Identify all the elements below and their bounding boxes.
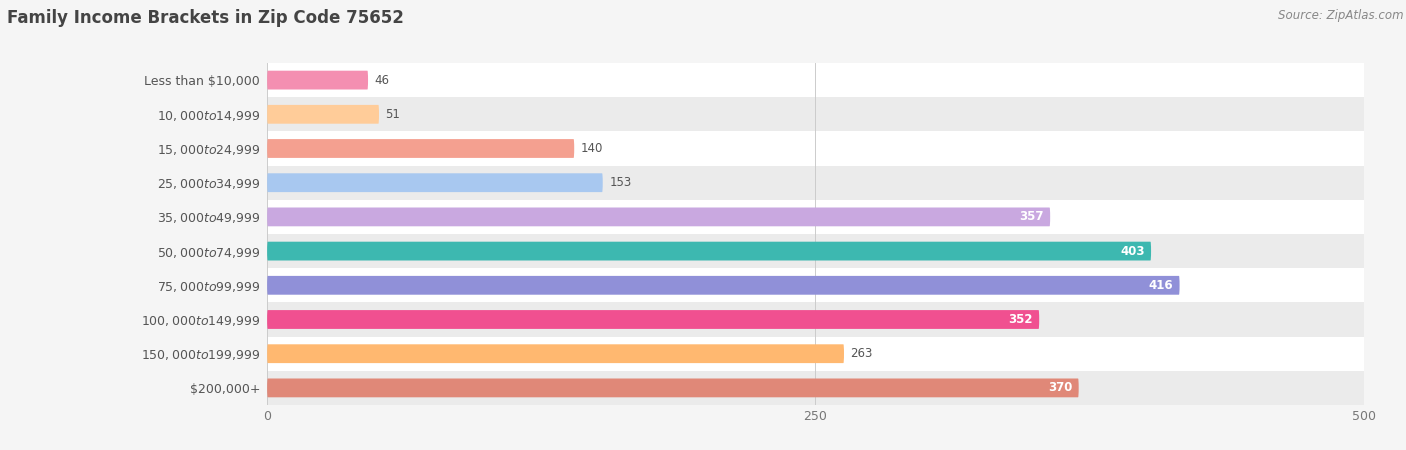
- FancyBboxPatch shape: [267, 310, 1039, 329]
- Text: 357: 357: [1019, 211, 1043, 223]
- Text: 153: 153: [609, 176, 631, 189]
- Text: 370: 370: [1047, 382, 1073, 394]
- Text: Family Income Brackets in Zip Code 75652: Family Income Brackets in Zip Code 75652: [7, 9, 404, 27]
- Text: Source: ZipAtlas.com: Source: ZipAtlas.com: [1278, 9, 1403, 22]
- FancyBboxPatch shape: [267, 105, 380, 124]
- Bar: [267, 200, 1364, 234]
- Text: 51: 51: [385, 108, 401, 121]
- Bar: [267, 97, 1364, 131]
- Text: 46: 46: [374, 74, 389, 86]
- FancyBboxPatch shape: [267, 173, 603, 192]
- Bar: [267, 371, 1364, 405]
- Text: 416: 416: [1149, 279, 1173, 292]
- Bar: [267, 131, 1364, 166]
- Text: 140: 140: [581, 142, 603, 155]
- Text: 263: 263: [851, 347, 873, 360]
- FancyBboxPatch shape: [267, 139, 574, 158]
- Bar: [267, 268, 1364, 302]
- FancyBboxPatch shape: [267, 71, 368, 90]
- FancyBboxPatch shape: [267, 344, 844, 363]
- Bar: [267, 302, 1364, 337]
- FancyBboxPatch shape: [267, 378, 1078, 397]
- Bar: [267, 166, 1364, 200]
- Text: 403: 403: [1121, 245, 1144, 257]
- Text: 352: 352: [1008, 313, 1032, 326]
- Bar: [267, 234, 1364, 268]
- FancyBboxPatch shape: [267, 242, 1152, 261]
- FancyBboxPatch shape: [267, 207, 1050, 226]
- Bar: [267, 63, 1364, 97]
- FancyBboxPatch shape: [267, 276, 1180, 295]
- Bar: [267, 337, 1364, 371]
